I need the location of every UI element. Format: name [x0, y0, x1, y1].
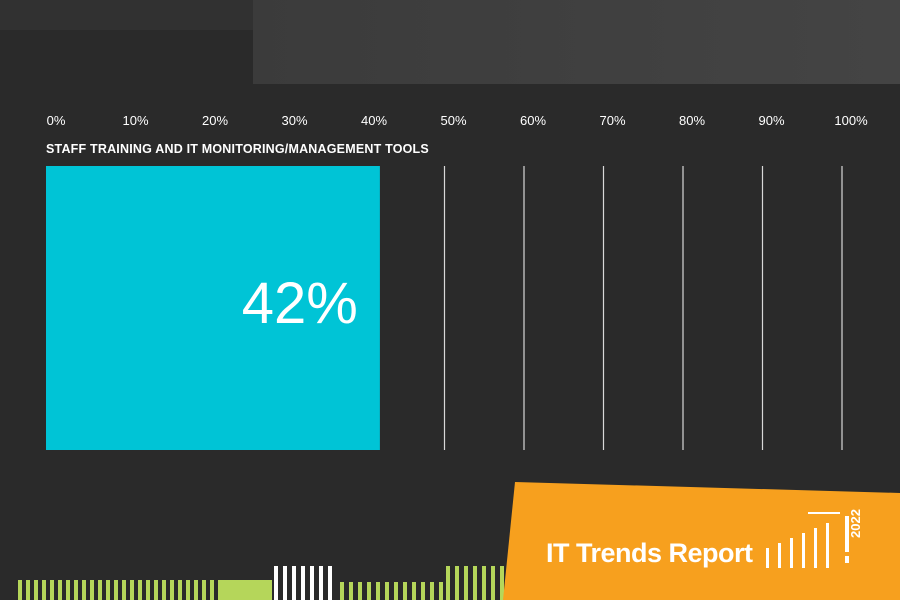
- deco-stripe: [58, 580, 62, 600]
- deco-stripe: [130, 580, 134, 600]
- x-tick-label: 50%: [440, 113, 467, 128]
- x-tick-label: 40%: [360, 113, 388, 128]
- deco-stripe: [301, 566, 305, 600]
- deco-stripe: [328, 566, 332, 600]
- logo-exclamation-dot-icon: [845, 556, 849, 563]
- deco-stripe: [412, 582, 416, 600]
- logo-bar-icon: [790, 538, 793, 568]
- deco-stripe: [154, 580, 158, 600]
- deco-stripe: [403, 582, 407, 600]
- deco-stripe: [430, 582, 434, 600]
- deco-stripe: [122, 580, 126, 600]
- x-tick-label: 30%: [281, 113, 308, 128]
- chart-title: STAFF TRAINING AND IT MONITORING/MANAGEM…: [46, 142, 429, 156]
- deco-stripe: [170, 580, 174, 600]
- deco-stripe: [292, 566, 296, 600]
- deco-stripe: [42, 580, 46, 600]
- logo-bar-icon: [826, 523, 829, 568]
- logo-bar-icon: [778, 543, 781, 568]
- deco-stripe: [146, 580, 150, 600]
- deco-stripe: [50, 580, 54, 600]
- deco-stripe: [210, 580, 214, 600]
- deco-stripe: [220, 580, 272, 600]
- deco-stripe: [178, 580, 182, 600]
- x-tick-label: 10%: [122, 113, 149, 128]
- deco-stripe: [340, 582, 344, 600]
- report-year: 2022: [848, 509, 863, 538]
- deco-stripe: [473, 566, 477, 600]
- deco-stripe: [446, 566, 450, 600]
- deco-stripe: [90, 580, 94, 600]
- deco-stripe: [319, 566, 323, 600]
- deco-stripe: [18, 580, 22, 600]
- logo-line-icon: [808, 512, 840, 514]
- deco-stripe: [34, 580, 38, 600]
- deco-stripe: [358, 582, 362, 600]
- logo-bar-icon: [802, 533, 805, 568]
- deco-stripe: [202, 580, 206, 600]
- deco-stripe: [500, 566, 504, 600]
- deco-stripe: [114, 580, 118, 600]
- deco-stripe: [376, 582, 380, 600]
- bar-value-label: 42%: [241, 271, 358, 336]
- bar: [46, 166, 380, 450]
- x-tick-label: 20%: [201, 113, 229, 128]
- deco-stripe: [26, 580, 30, 600]
- x-tick-label: 90%: [758, 113, 785, 128]
- deco-stripe: [283, 566, 287, 600]
- deco-stripe: [482, 566, 486, 600]
- deco-stripe: [394, 582, 398, 600]
- deco-stripe: [74, 580, 78, 600]
- report-title: IT Trends Report: [546, 538, 753, 568]
- x-tick-label: 80%: [678, 113, 706, 128]
- deco-stripe: [421, 582, 425, 600]
- x-tick-label: 60%: [519, 113, 547, 128]
- deco-stripe: [186, 580, 190, 600]
- branding-panel: [503, 482, 900, 600]
- deco-stripe: [385, 582, 389, 600]
- deco-stripe: [455, 566, 459, 600]
- header-block: [253, 0, 900, 84]
- deco-stripe: [349, 582, 353, 600]
- deco-stripe: [138, 580, 142, 600]
- deco-stripe: [106, 580, 110, 600]
- x-tick-label: 100%: [834, 113, 868, 128]
- logo-bar-icon: [766, 548, 769, 568]
- deco-stripe: [367, 582, 371, 600]
- deco-stripe: [491, 566, 495, 600]
- deco-stripe: [66, 580, 70, 600]
- deco-stripe: [310, 566, 314, 600]
- deco-stripe: [274, 566, 278, 600]
- deco-stripe: [162, 580, 166, 600]
- deco-stripe: [98, 580, 102, 600]
- x-tick-label: 70%: [599, 113, 626, 128]
- deco-stripe: [439, 582, 443, 600]
- deco-stripe: [464, 566, 468, 600]
- logo-bar-icon: [814, 528, 817, 568]
- deco-stripe: [194, 580, 198, 600]
- x-tick-label: 0%: [46, 113, 66, 128]
- logo-exclamation-icon: [845, 516, 849, 552]
- deco-stripe: [82, 580, 86, 600]
